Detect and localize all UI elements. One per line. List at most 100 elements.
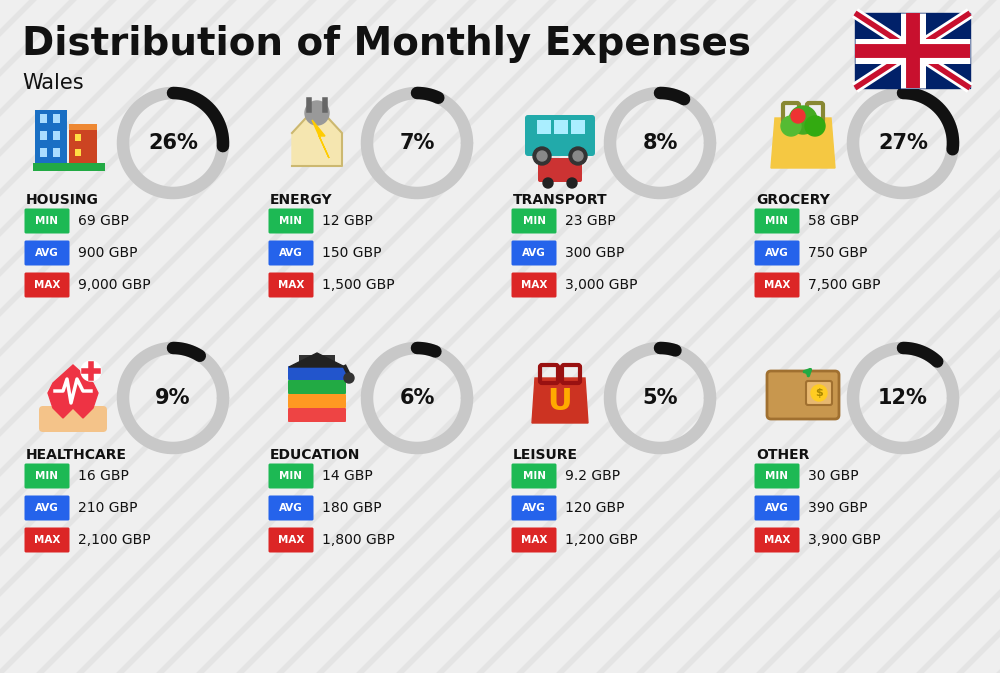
Text: 150 GBP: 150 GBP: [322, 246, 382, 260]
Text: 300 GBP: 300 GBP: [565, 246, 624, 260]
Text: 26%: 26%: [148, 133, 198, 153]
FancyBboxPatch shape: [24, 209, 70, 234]
Text: MAX: MAX: [278, 280, 304, 290]
Text: 12%: 12%: [878, 388, 928, 408]
Text: MIN: MIN: [522, 471, 546, 481]
FancyBboxPatch shape: [53, 114, 60, 123]
FancyBboxPatch shape: [35, 110, 67, 168]
FancyBboxPatch shape: [24, 273, 70, 297]
FancyBboxPatch shape: [512, 464, 556, 489]
Circle shape: [567, 178, 577, 188]
Circle shape: [805, 116, 825, 136]
FancyBboxPatch shape: [69, 124, 97, 130]
FancyBboxPatch shape: [24, 464, 70, 489]
FancyBboxPatch shape: [268, 240, 314, 266]
Circle shape: [543, 178, 553, 188]
Text: MIN: MIN: [766, 216, 788, 226]
Circle shape: [344, 373, 354, 383]
Text: AVG: AVG: [765, 248, 789, 258]
Text: AVG: AVG: [522, 503, 546, 513]
FancyBboxPatch shape: [40, 114, 47, 123]
Text: 7,500 GBP: 7,500 GBP: [808, 278, 881, 292]
Text: 1,500 GBP: 1,500 GBP: [322, 278, 395, 292]
FancyBboxPatch shape: [525, 115, 595, 156]
Text: AVG: AVG: [35, 248, 59, 258]
Text: 23 GBP: 23 GBP: [565, 214, 616, 228]
Text: 7%: 7%: [399, 133, 435, 153]
Text: AVG: AVG: [279, 503, 303, 513]
Polygon shape: [312, 120, 329, 158]
Text: Wales: Wales: [22, 73, 84, 93]
Circle shape: [791, 109, 805, 123]
Text: HEALTHCARE: HEALTHCARE: [26, 448, 127, 462]
Circle shape: [81, 361, 101, 381]
Circle shape: [573, 151, 583, 161]
Text: Distribution of Monthly Expenses: Distribution of Monthly Expenses: [22, 25, 751, 63]
Text: MIN: MIN: [280, 216, 302, 226]
FancyBboxPatch shape: [538, 158, 582, 182]
Polygon shape: [292, 106, 342, 166]
Text: TRANSPORT: TRANSPORT: [513, 193, 608, 207]
Polygon shape: [771, 118, 835, 168]
Text: AVG: AVG: [765, 503, 789, 513]
FancyBboxPatch shape: [288, 366, 346, 380]
Text: ENERGY: ENERGY: [270, 193, 333, 207]
Text: EDUCATION: EDUCATION: [270, 448, 360, 462]
Text: 12 GBP: 12 GBP: [322, 214, 373, 228]
Text: MIN: MIN: [522, 216, 546, 226]
Text: 69 GBP: 69 GBP: [78, 214, 129, 228]
Circle shape: [569, 147, 587, 165]
FancyBboxPatch shape: [69, 128, 97, 168]
Text: 6%: 6%: [399, 388, 435, 408]
FancyBboxPatch shape: [40, 148, 47, 157]
FancyBboxPatch shape: [75, 134, 81, 141]
FancyBboxPatch shape: [288, 394, 346, 408]
Text: $: $: [815, 388, 823, 398]
FancyBboxPatch shape: [33, 163, 105, 171]
FancyBboxPatch shape: [268, 528, 314, 553]
Text: MIN: MIN: [766, 471, 788, 481]
Text: LEISURE: LEISURE: [513, 448, 578, 462]
Text: 1,200 GBP: 1,200 GBP: [565, 533, 638, 547]
Text: 2,100 GBP: 2,100 GBP: [78, 533, 151, 547]
Text: 27%: 27%: [878, 133, 928, 153]
Text: 210 GBP: 210 GBP: [78, 501, 138, 515]
Text: 750 GBP: 750 GBP: [808, 246, 867, 260]
FancyBboxPatch shape: [24, 528, 70, 553]
Text: MAX: MAX: [278, 535, 304, 545]
Text: HOUSING: HOUSING: [26, 193, 99, 207]
Text: 180 GBP: 180 GBP: [322, 501, 382, 515]
Text: 5%: 5%: [642, 388, 678, 408]
Text: 16 GBP: 16 GBP: [78, 469, 129, 483]
Text: MIN: MIN: [36, 216, 58, 226]
Text: 3,000 GBP: 3,000 GBP: [565, 278, 638, 292]
FancyBboxPatch shape: [755, 495, 800, 520]
FancyBboxPatch shape: [40, 131, 47, 140]
FancyBboxPatch shape: [512, 528, 556, 553]
Text: U: U: [548, 386, 572, 415]
FancyBboxPatch shape: [268, 209, 314, 234]
Text: 9.2 GBP: 9.2 GBP: [565, 469, 620, 483]
Text: 9%: 9%: [155, 388, 191, 408]
Text: MIN: MIN: [36, 471, 58, 481]
Circle shape: [781, 116, 801, 136]
FancyBboxPatch shape: [39, 406, 107, 432]
Text: MIN: MIN: [280, 471, 302, 481]
Text: 9,000 GBP: 9,000 GBP: [78, 278, 151, 292]
Bar: [855, 13, 970, 88]
Text: 14 GBP: 14 GBP: [322, 469, 373, 483]
Text: MAX: MAX: [34, 535, 60, 545]
Text: MAX: MAX: [521, 280, 547, 290]
FancyBboxPatch shape: [53, 148, 60, 157]
FancyBboxPatch shape: [53, 131, 60, 140]
Polygon shape: [48, 365, 98, 418]
Circle shape: [811, 385, 827, 401]
Circle shape: [533, 147, 551, 165]
Text: AVG: AVG: [279, 248, 303, 258]
FancyBboxPatch shape: [755, 273, 800, 297]
Text: 120 GBP: 120 GBP: [565, 501, 624, 515]
Text: 30 GBP: 30 GBP: [808, 469, 859, 483]
FancyBboxPatch shape: [24, 240, 70, 266]
Text: GROCERY: GROCERY: [756, 193, 830, 207]
Text: 58 GBP: 58 GBP: [808, 214, 859, 228]
